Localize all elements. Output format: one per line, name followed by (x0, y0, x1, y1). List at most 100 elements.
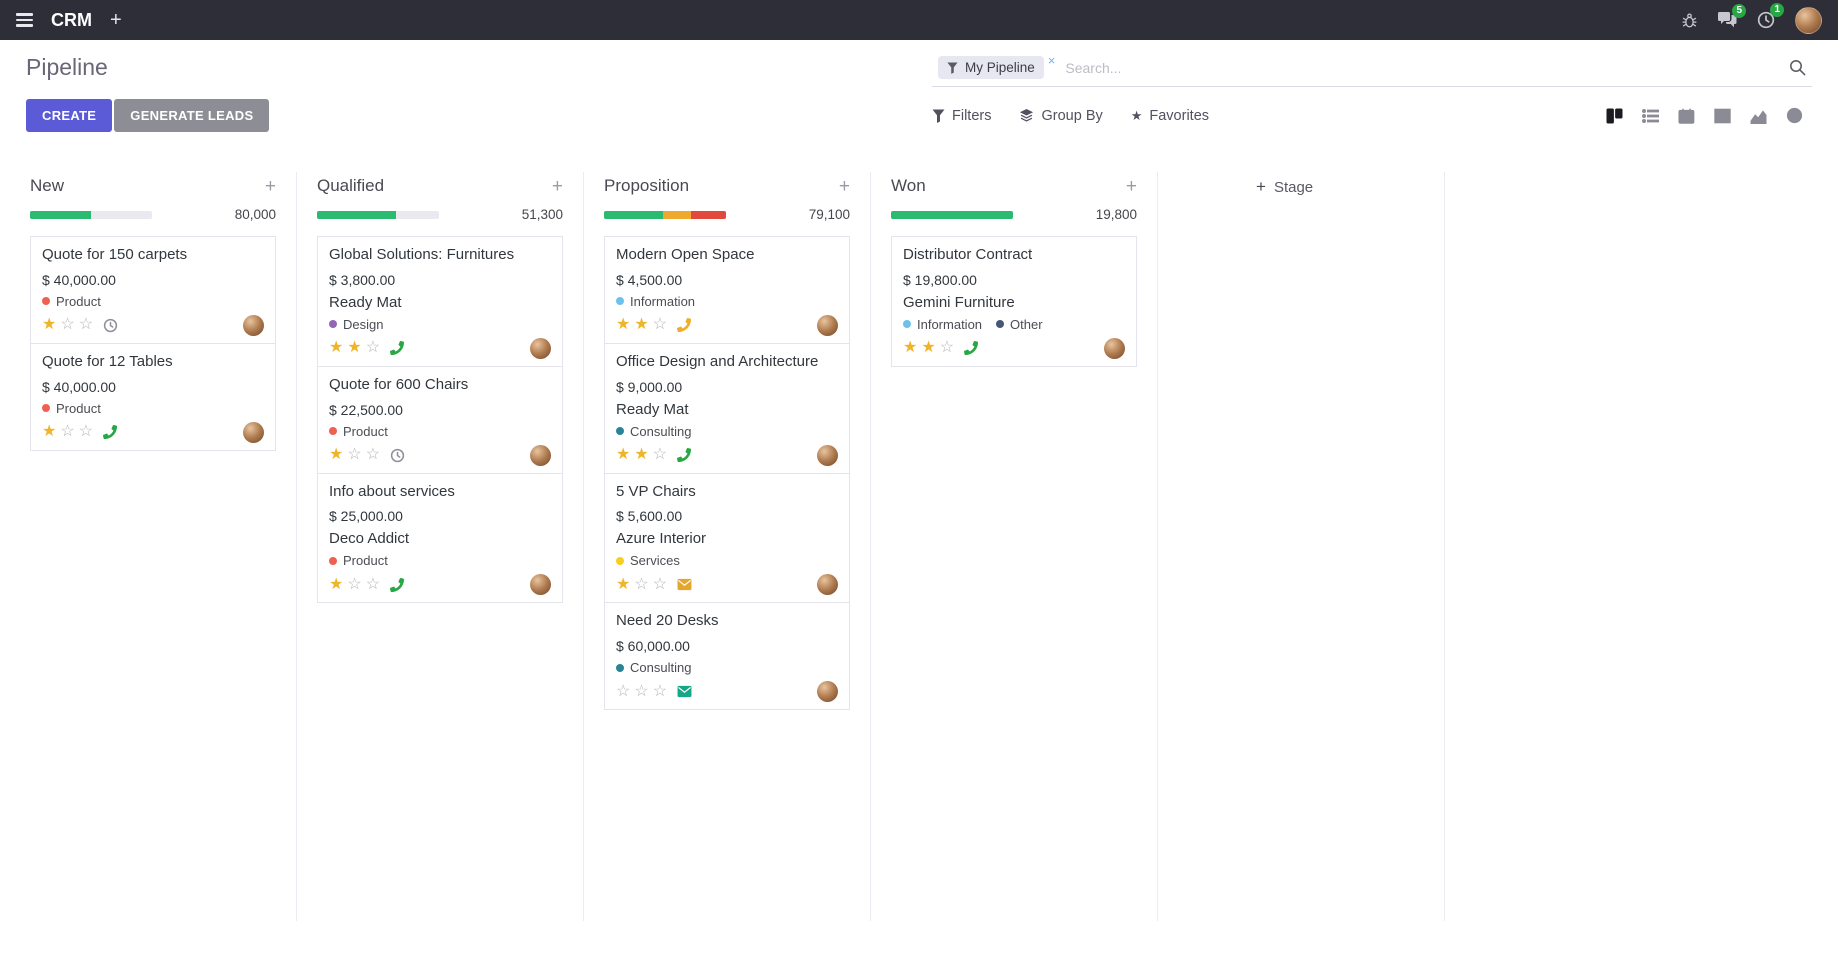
column-title[interactable]: Won (891, 176, 926, 195)
kanban-card[interactable]: Quote for 12 Tables $ 40,000.00 Product (30, 342, 276, 451)
card-amount: $ 19,800.00 (903, 271, 977, 288)
kanban-card[interactable]: Quote for 150 carpets $ 40,000.00 Produc… (30, 236, 276, 344)
kanban-card[interactable]: Office Design and Architecture $ 9,000.0… (604, 342, 850, 474)
progress-segment[interactable] (690, 210, 726, 219)
search-icon[interactable] (1789, 59, 1806, 76)
column-progressbar[interactable] (30, 210, 152, 219)
mail-icon[interactable] (677, 578, 692, 591)
salesperson-avatar (530, 444, 551, 466)
add-stage-button[interactable]: + Stage (1256, 177, 1313, 197)
progress-segment[interactable] (317, 210, 397, 219)
search-facet[interactable]: My Pipeline (938, 56, 1044, 79)
messages-badge: 5 (1732, 3, 1746, 18)
tag-label: Product (56, 293, 101, 309)
progress-segment[interactable] (604, 210, 663, 219)
phone-icon[interactable] (677, 448, 692, 462)
quick-add-icon[interactable]: + (838, 175, 850, 197)
card-partner: Ready Mat (329, 293, 402, 311)
column-progressbar[interactable] (317, 210, 439, 219)
card-title: Quote for 12 Tables (42, 352, 173, 370)
app-name[interactable]: CRM (51, 9, 92, 30)
card-title: Quote for 600 Chairs (329, 375, 469, 393)
card-title: Need 20 Desks (616, 612, 719, 630)
column-progressbar[interactable] (604, 210, 726, 219)
progress-segment[interactable] (891, 210, 1013, 219)
column-progressbar[interactable] (891, 210, 1013, 219)
facet-remove-icon[interactable]: × (1047, 53, 1056, 68)
phone-icon[interactable] (103, 425, 118, 439)
column-title[interactable]: Proposition (604, 176, 690, 195)
phone-icon[interactable] (390, 577, 405, 592)
create-button[interactable]: CREATE (26, 99, 113, 132)
calendar-view-button[interactable] (1668, 101, 1704, 131)
clock-icon[interactable] (103, 318, 118, 333)
activity-view-button[interactable] (1776, 101, 1812, 131)
generate-leads-button[interactable]: GENERATE LEADS (114, 99, 270, 132)
priority-stars[interactable] (42, 317, 93, 333)
tag-dot (616, 663, 624, 672)
priority-stars[interactable] (616, 317, 667, 333)
priority-stars[interactable] (329, 340, 380, 356)
salesperson-avatar (1104, 337, 1125, 359)
priority-stars[interactable] (329, 447, 380, 463)
card-amount: $ 25,000.00 (329, 508, 403, 525)
priority-stars[interactable] (616, 577, 667, 593)
kanban-card[interactable]: Global Solutions: Furnitures $ 3,800.00 … (317, 236, 563, 367)
kanban-view-button[interactable] (1596, 101, 1632, 131)
pivot-view-button[interactable] (1704, 101, 1740, 131)
kanban-card[interactable]: Info about services $ 25,000.00 Deco Add… (317, 472, 563, 604)
filter-icon (932, 109, 945, 123)
column-title[interactable]: New (30, 176, 65, 195)
kanban-column-proposition: Proposition + 79,100 Modern Open Space $… (584, 172, 871, 921)
salesperson-avatar (530, 337, 551, 359)
kanban-board: New + 80,000 Quote for 150 carpets $ 40,… (0, 146, 1838, 921)
phone-icon[interactable] (390, 341, 405, 356)
card-title: Office Design and Architecture (616, 352, 819, 370)
favorites-label: Favorites (1149, 107, 1210, 124)
priority-stars[interactable] (329, 577, 380, 593)
filters-menu[interactable]: Filters (932, 108, 991, 124)
search-input[interactable] (1065, 59, 1781, 76)
list-view-button[interactable] (1632, 101, 1668, 131)
card-title: Modern Open Space (616, 246, 755, 263)
add-menu-icon[interactable]: + (110, 9, 122, 31)
priority-stars[interactable] (903, 340, 954, 356)
kanban-card[interactable]: 5 VP Chairs $ 5,600.00 Azure Interior Se… (604, 472, 850, 604)
priority-stars[interactable] (42, 424, 93, 440)
search-bar[interactable]: My Pipeline × (932, 53, 1812, 87)
column-total: 80,000 (234, 207, 276, 222)
phone-icon[interactable] (677, 318, 692, 333)
kanban-card[interactable]: Modern Open Space $ 4,500.00 Information (604, 236, 850, 344)
group-by-menu[interactable]: Group By (1019, 108, 1103, 124)
user-avatar[interactable] (1795, 6, 1822, 34)
priority-stars[interactable] (616, 684, 667, 700)
phone-icon[interactable] (964, 341, 979, 356)
progress-segment[interactable] (662, 210, 691, 219)
messages-icon[interactable]: 5 (1718, 3, 1746, 29)
tag: Product (329, 553, 388, 568)
bug-icon[interactable] (1681, 12, 1698, 29)
tag: Other (996, 317, 1043, 332)
activities-clock-icon[interactable]: 1 (1757, 3, 1784, 29)
card-partner: Azure Interior (616, 530, 707, 548)
favorites-menu[interactable]: ★ Favorites (1131, 108, 1209, 124)
column-title[interactable]: Qualified (317, 176, 385, 195)
priority-stars[interactable] (616, 447, 667, 463)
kanban-card[interactable]: Need 20 Desks $ 60,000.00 Consulting (604, 602, 850, 710)
quick-add-icon[interactable]: + (264, 175, 276, 197)
progress-segment[interactable] (30, 210, 91, 219)
mail-icon[interactable] (677, 685, 692, 698)
tag-dot (616, 427, 624, 435)
card-partner: Deco Addict (329, 530, 410, 548)
tag: Product (42, 401, 101, 416)
card-title: Distributor Contract (903, 246, 1033, 263)
graph-view-button[interactable] (1740, 101, 1776, 131)
apps-menu-icon[interactable] (16, 13, 33, 27)
kanban-card[interactable]: Quote for 600 Chairs $ 22,500.00 Product (317, 365, 563, 474)
kanban-card[interactable]: Distributor Contract $ 19,800.00 Gemini … (891, 236, 1137, 367)
quick-add-icon[interactable]: + (1125, 175, 1137, 197)
activities-badge: 1 (1770, 3, 1784, 17)
kanban-column-won: Won + 19,800 Distributor Contract $ 19,8… (871, 172, 1158, 921)
quick-add-icon[interactable]: + (551, 175, 563, 197)
clock-icon[interactable] (390, 448, 405, 463)
